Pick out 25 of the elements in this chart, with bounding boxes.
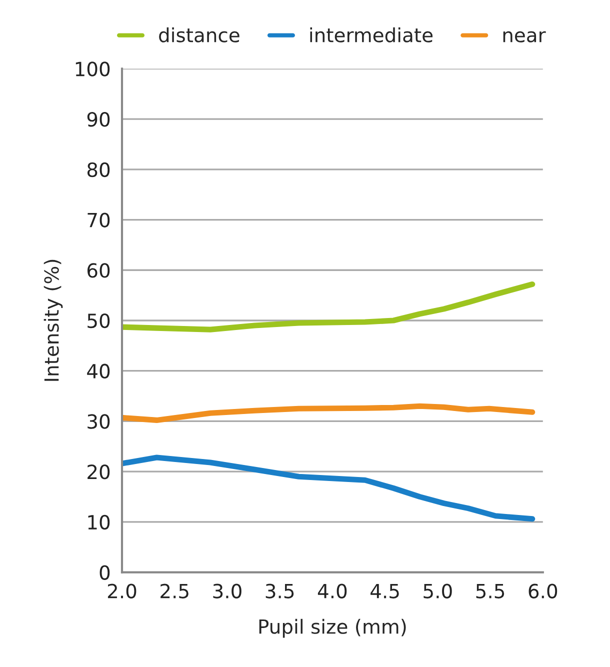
- y-tick-label: 60: [88, 263, 110, 278]
- y-tick-label: 80: [87, 162, 110, 178]
- x-tick-label: 6.0: [528, 584, 558, 598]
- legend-label: intermediate: [310, 27, 433, 42]
- y-tick-label: 20: [88, 464, 110, 480]
- y-tick-label: 0: [100, 565, 110, 580]
- x-tick-label: 3.0: [213, 584, 242, 598]
- y-tick-label: 90: [87, 112, 110, 127]
- y-tick-label: 10: [88, 514, 110, 530]
- y-axis-title: Intensity (%): [44, 260, 63, 381]
- y-tick-label: 70: [88, 212, 110, 228]
- y-tick-label: 30: [88, 414, 110, 429]
- x-tick-label: 5.5: [476, 584, 504, 598]
- y-tick-label: 100: [76, 62, 110, 76]
- x-tick-label: 4.5: [370, 584, 399, 598]
- x-tick-label: 2.0: [108, 584, 136, 598]
- x-tick-label: 4.0: [318, 584, 347, 598]
- legend-label: distance: [159, 27, 240, 42]
- legend-label: near: [503, 31, 546, 42]
- x-tick-label: 3.5: [266, 584, 294, 598]
- x-tick-label: 5.0: [424, 584, 452, 598]
- y-tick-label: 40: [87, 364, 110, 379]
- x-tick-label: 2.5: [160, 584, 188, 598]
- y-tick-label: 50: [88, 313, 110, 328]
- x-axis-title: Pupil size (mm): [259, 618, 406, 638]
